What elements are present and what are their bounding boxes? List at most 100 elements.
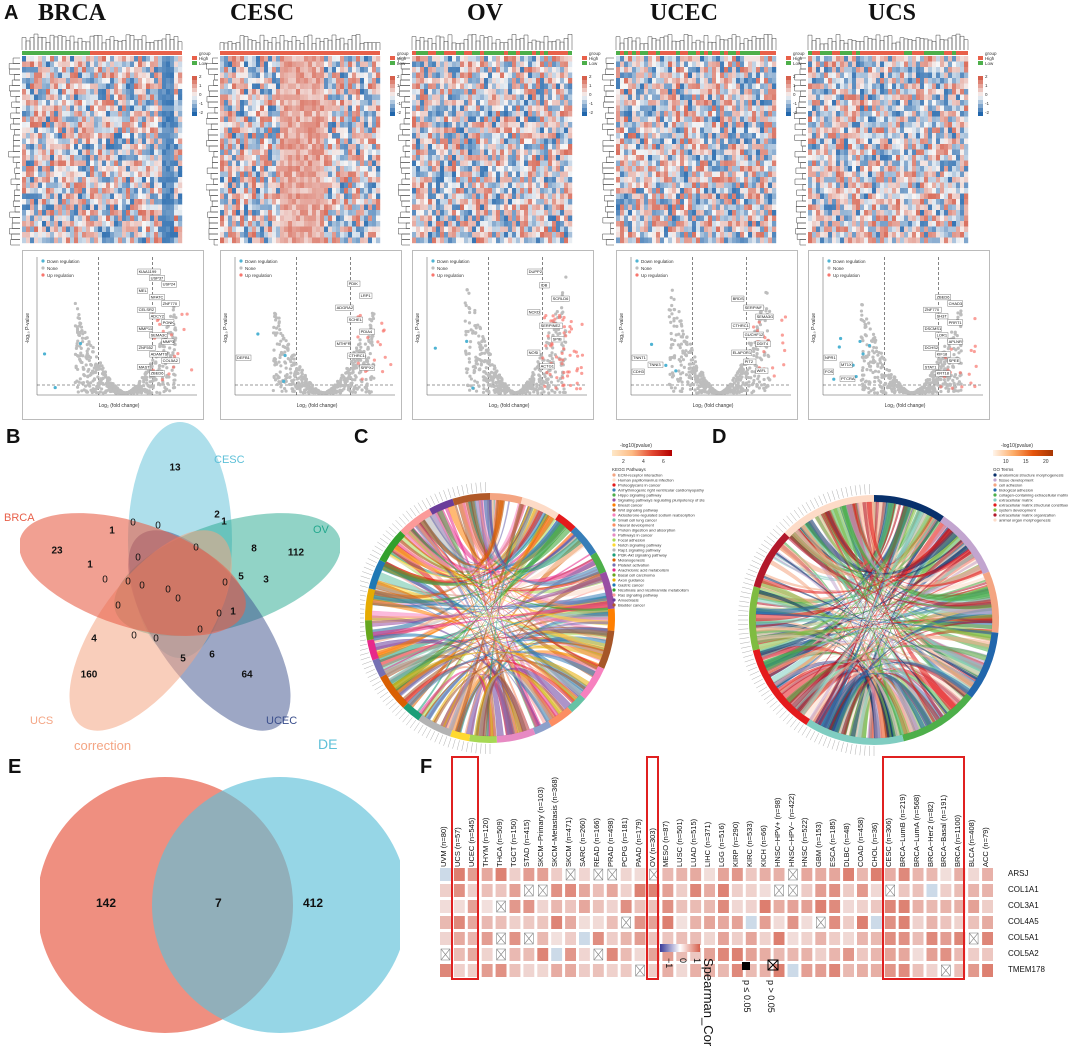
column-header: LUAD (n=515): [689, 819, 698, 867]
svg-text:1: 1: [589, 83, 592, 88]
column-header: STAD (n=415): [522, 819, 531, 867]
venn-circle-de: [152, 777, 400, 1033]
venn-label-de: DE: [318, 736, 337, 752]
column-header: DLBC (n=48): [842, 823, 851, 867]
column-header: COAD (n=458): [856, 817, 865, 867]
venn-region-count: 112: [288, 548, 304, 559]
highlight-box: [451, 756, 479, 980]
venn-region-count: 2: [214, 510, 220, 521]
venn-region-count: 3: [263, 575, 269, 586]
venn-label-ucec: UCEC: [266, 715, 297, 727]
row-label: COL5A1: [1008, 933, 1039, 942]
venn-region-count: 0: [175, 594, 181, 605]
highlight-box: [882, 756, 965, 980]
venn-region-count: 13: [169, 463, 180, 474]
venn-region-count: 5: [238, 572, 244, 583]
row-label: COL5A2: [1008, 949, 1039, 958]
row-label: COL1A1: [1008, 885, 1039, 894]
column-header: PRAD (n=498): [606, 818, 615, 867]
venn-region-count: 0: [139, 581, 145, 592]
column-header: SKCM−Metastasis (n=368): [550, 777, 559, 867]
column-header: LGG (n=516): [717, 823, 726, 867]
column-header: HNSC−HPV+ (n=98): [773, 798, 782, 867]
venn-label-ucs: UCS: [30, 715, 53, 727]
column-header: UVM (n=80): [439, 826, 448, 867]
svg-text:-1: -1: [199, 101, 203, 106]
panel-letter-f: F: [420, 756, 432, 779]
cancer-title-ov: OV: [467, 0, 503, 27]
svg-text:2: 2: [589, 74, 592, 79]
legend-label: p > 0.05: [766, 980, 776, 1013]
venn-region-count: 5: [180, 654, 186, 665]
venn-region-count: 0: [165, 585, 171, 596]
column-header: THYM (n=120): [481, 818, 490, 867]
venn-region-count: 0: [131, 631, 137, 642]
venn-region-count: 4: [91, 634, 97, 645]
legend-label: 0: [678, 958, 688, 963]
svg-text:-1: -1: [589, 101, 593, 106]
panel-letter-e: E: [8, 756, 21, 779]
venn-region-count: 1: [230, 607, 236, 618]
venn-region-count: 0: [135, 553, 141, 564]
venn-region-count: 0: [193, 543, 199, 554]
svg-text:0: 0: [199, 92, 202, 97]
venn-region-count: 0: [155, 521, 161, 532]
venn-region-count: 160: [81, 670, 98, 681]
legend-label: Spearman_Cor: [701, 958, 716, 1046]
svg-text:1: 1: [199, 83, 202, 88]
venn-count-correction-only: 142: [96, 896, 116, 910]
column-header: TGCT (n=150): [509, 819, 518, 867]
venn-count-overlap: 7: [215, 896, 222, 910]
column-header: HNSC−HPV− (n=422): [787, 793, 796, 867]
cancer-title-brca: BRCA: [38, 0, 106, 27]
column-header: KIRP (n=290): [731, 821, 740, 867]
venn-region-count: 1: [221, 517, 227, 528]
column-header: LUSC (n=501): [675, 819, 684, 867]
svg-text:0: 0: [589, 92, 592, 97]
svg-text:2: 2: [199, 74, 202, 79]
column-header: PCPG (n=181): [620, 818, 629, 867]
column-header: THCA (n=509): [495, 819, 504, 867]
venn-count-de-only: 412: [303, 896, 323, 910]
venn-region-count: 0: [216, 609, 222, 620]
cancer-title-ucec: UCEC: [650, 0, 718, 27]
venn-region-count: 0: [130, 518, 136, 529]
row-label: COL3A1: [1008, 901, 1039, 910]
svg-text:Low: Low: [589, 61, 598, 66]
column-header: BLCA (n=408): [967, 820, 976, 867]
venn-label-correction: correction: [74, 738, 131, 753]
column-header: KICH (n=66): [759, 825, 768, 867]
column-header: KIRC (n=533): [745, 821, 754, 867]
column-header: SKCM (n=471): [564, 817, 573, 867]
column-header: ESCA (n=185): [828, 819, 837, 867]
venn-region-count: 6: [209, 650, 215, 661]
venn-region-count: 8: [251, 544, 257, 555]
column-header: SARC (n=260): [578, 818, 587, 867]
venn-region-count: 23: [51, 546, 62, 557]
venn-region-count: 0: [125, 577, 131, 588]
venn-region-count: 1: [87, 560, 93, 571]
row-label: COL4A5: [1008, 917, 1039, 926]
panel-letter-b: B: [6, 426, 20, 449]
column-header: SKCM−Primary (n=103): [536, 787, 545, 867]
column-header: PAAD (n=179): [634, 819, 643, 867]
venn-region-count: 0: [222, 578, 228, 589]
venn-label-brca: BRCA: [4, 512, 35, 524]
column-header: LIHC (n=371): [703, 822, 712, 867]
venn-region-count: 64: [241, 670, 252, 681]
venn-region-count: 0: [197, 625, 203, 636]
venn-label-cesc: CESC: [214, 454, 245, 466]
row-label: TMEM178: [1008, 965, 1045, 974]
